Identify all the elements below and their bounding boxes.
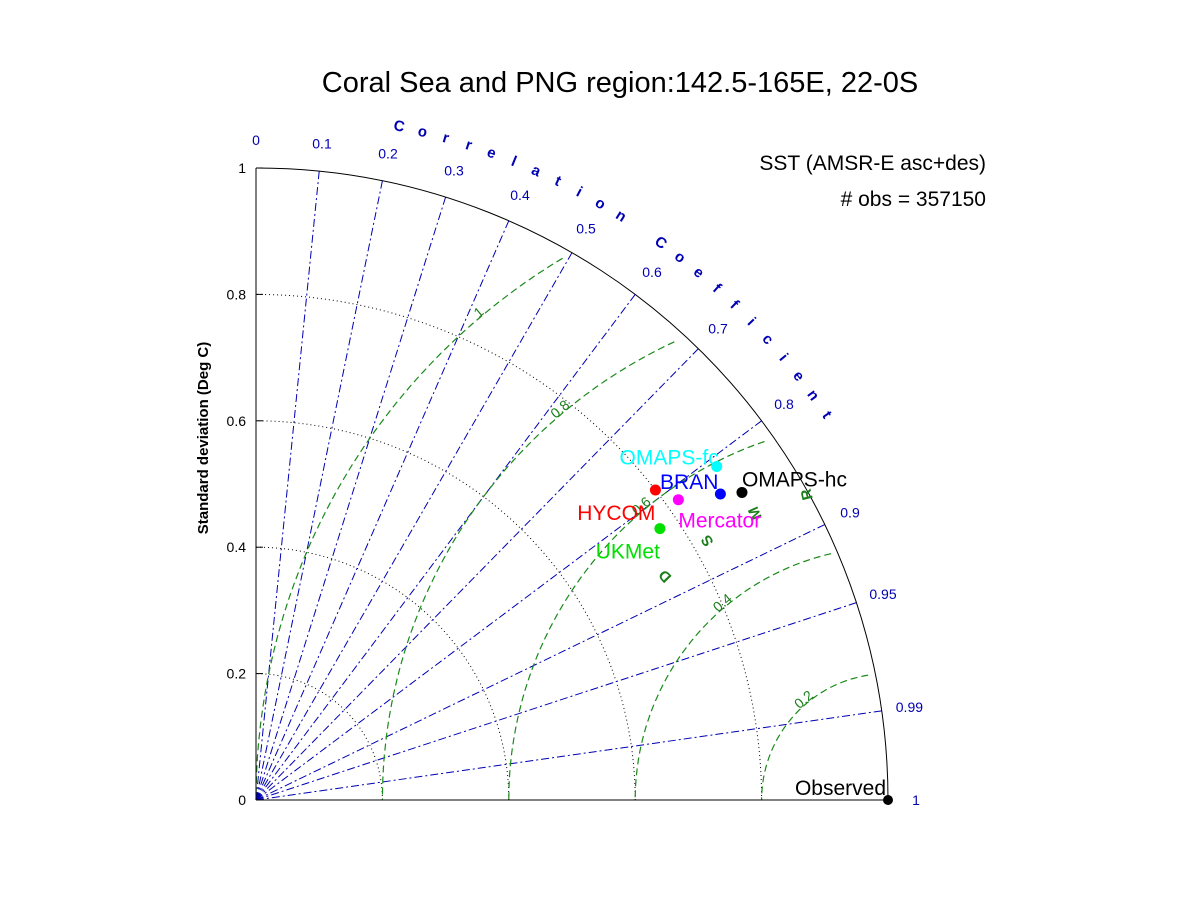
rmsd-tick-label-3: 0.8 bbox=[547, 396, 572, 421]
rmsd-tick-label-4: 1 bbox=[470, 303, 486, 320]
correlation-title-char-14: e bbox=[690, 263, 707, 281]
correlation-tick-label-12: 1 bbox=[912, 792, 920, 808]
point-ukmet bbox=[654, 523, 666, 535]
correlation-title-char-9: o bbox=[592, 194, 608, 213]
correlation-title-char-2: r bbox=[441, 129, 451, 147]
rmsd-contour-3 bbox=[381, 341, 675, 801]
correlation-line-2 bbox=[255, 180, 383, 801]
y-tick-label-3: 0.6 bbox=[227, 413, 247, 429]
rmsd-title-char-2: S bbox=[698, 532, 718, 550]
chart-title: Coral Sea and PNG region:142.5-165E, 22-… bbox=[322, 67, 918, 99]
label-ukmet: UKMet bbox=[596, 541, 660, 564]
y-tick-label-5: 1 bbox=[238, 160, 246, 176]
correlation-line-3 bbox=[255, 196, 447, 801]
correlation-line-10 bbox=[255, 602, 857, 801]
label-omaps-hc: OMAPS-hc bbox=[742, 468, 847, 491]
std-grid-arc-1 bbox=[255, 673, 383, 801]
correlation-title-char-21: n bbox=[803, 387, 822, 404]
correlation-line-7 bbox=[255, 348, 699, 801]
rmsd-contour-1 bbox=[634, 553, 832, 800]
reference-point bbox=[883, 795, 893, 805]
rmsd-title-char-0: R bbox=[798, 487, 817, 502]
rmsd-contour-2 bbox=[508, 440, 765, 801]
correlation-title-char-22: t bbox=[818, 408, 835, 422]
correlation-tick-label-7: 0.7 bbox=[708, 321, 728, 337]
correlation-tick-label-10: 0.95 bbox=[869, 586, 896, 602]
y-tick-label-1: 0.2 bbox=[227, 666, 247, 682]
axis-labels: 0 0.1 0.2 0.3 0.4 0.5 0.6 0.7 0.8 0.9 0.95 0.99 1 0.2… bbox=[227, 117, 924, 808]
correlation-line-8 bbox=[255, 420, 762, 801]
correlation-tick-label-5: 0.5 bbox=[576, 220, 596, 236]
correlation-tick-label-0: 0 bbox=[252, 132, 260, 148]
correlation-title-char-4: e bbox=[485, 144, 499, 163]
correlation-tick-label-2: 0.2 bbox=[378, 145, 398, 161]
rmsd-contours bbox=[255, 257, 869, 801]
correlation-title-char-6: a bbox=[529, 162, 544, 181]
correlation-title-char-0: C bbox=[392, 117, 406, 136]
correlation-title-char-5: l bbox=[509, 153, 519, 170]
std-grid-arc-3 bbox=[255, 420, 636, 801]
annotation-obs-count: # obs = 357150 bbox=[841, 188, 986, 211]
rmsd-contour-0 bbox=[760, 674, 869, 800]
correlation-line-11 bbox=[255, 710, 882, 801]
point-omaps-hc bbox=[736, 486, 748, 498]
rmsd-title-char-3: D bbox=[655, 566, 675, 586]
y-tick-label-2: 0.4 bbox=[227, 539, 247, 555]
y-axis-label: Standard deviation (Deg C) bbox=[195, 342, 212, 535]
correlation-title-char-16: f bbox=[727, 297, 743, 313]
label-bran: BRAN bbox=[660, 471, 718, 494]
correlation-title-char-1: o bbox=[416, 123, 429, 142]
label-omaps-fc: OMAPS-fc bbox=[620, 446, 719, 469]
correlation-title-char-15: f bbox=[709, 280, 725, 297]
correlation-line-4 bbox=[255, 220, 510, 801]
y-tick-label-0: 0 bbox=[238, 792, 246, 808]
correlation-line-1 bbox=[255, 171, 320, 801]
rmsd-tick-label-0: 0.2 bbox=[791, 687, 816, 712]
correlation-title-char-8: i bbox=[573, 184, 585, 201]
correlation-tick-label-4: 0.4 bbox=[510, 187, 530, 203]
std-grid-arc-4 bbox=[255, 293, 763, 801]
rmsd-tick-label-1: 0.4 bbox=[710, 590, 735, 615]
grid-lines bbox=[255, 171, 882, 801]
annotation-variable: SST (AMSR-E asc+des) bbox=[759, 152, 986, 175]
point-hycom bbox=[649, 484, 661, 496]
correlation-tick-label-6: 0.6 bbox=[642, 264, 662, 280]
reference-label: Observed bbox=[795, 777, 886, 800]
correlation-tick-label-3: 0.3 bbox=[444, 162, 464, 178]
correlation-tick-label-1: 0.1 bbox=[312, 135, 332, 151]
y-tick-label-4: 0.8 bbox=[227, 286, 247, 302]
correlation-title-char-3: r bbox=[463, 136, 474, 154]
correlation-title-char-12: C bbox=[651, 233, 670, 253]
correlation-line-5 bbox=[255, 252, 573, 801]
label-mercator: Mercator bbox=[678, 510, 761, 533]
correlation-tick-label-9: 0.9 bbox=[840, 504, 860, 520]
axes bbox=[255, 167, 889, 801]
correlation-title-char-17: i bbox=[744, 314, 759, 329]
outer-arc bbox=[255, 167, 889, 801]
correlation-title-char-10: n bbox=[612, 206, 629, 225]
rmsd-contour-4 bbox=[255, 257, 563, 801]
correlation-line-6 bbox=[255, 294, 636, 801]
label-hycom: HYCOM bbox=[577, 502, 655, 525]
correlation-title-char-7: t bbox=[552, 172, 564, 189]
correlation-title-char-13: o bbox=[671, 248, 689, 267]
correlation-title-char-18: c bbox=[759, 331, 777, 349]
correlation-line-9 bbox=[255, 524, 826, 801]
point-mercator bbox=[672, 494, 684, 506]
point-omaps-fc bbox=[711, 460, 723, 472]
correlation-tick-label-11: 0.99 bbox=[896, 699, 923, 715]
correlation-title-char-19: i bbox=[776, 350, 792, 364]
correlation-title-char-20: e bbox=[789, 368, 808, 385]
correlation-tick-label-8: 0.8 bbox=[774, 396, 794, 412]
point-bran bbox=[714, 488, 726, 500]
